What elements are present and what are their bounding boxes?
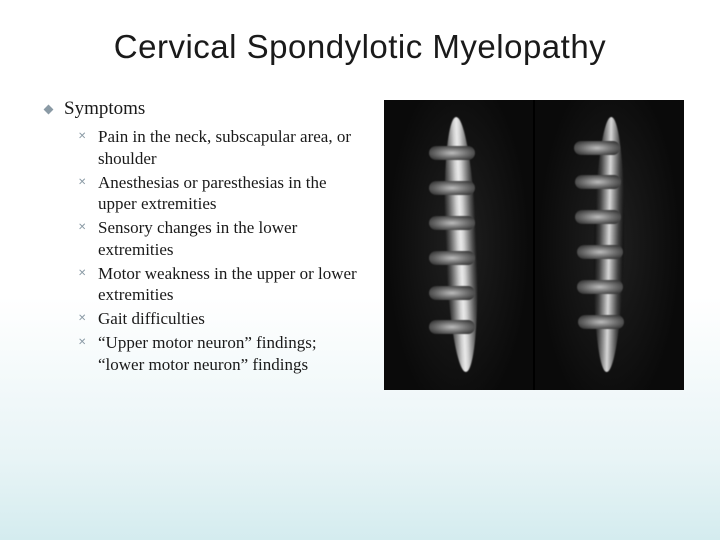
image-column: [384, 98, 684, 390]
mri-panel-right: [535, 100, 684, 390]
mri-vertebra: [429, 251, 475, 265]
mri-figure: [384, 100, 684, 390]
section-heading-row: Symptoms: [44, 98, 366, 120]
symptom-text: “Upper motor neuron” findings; “lower mo…: [98, 332, 366, 376]
chevron-bullet-icon: ✕: [78, 223, 88, 233]
symptom-list: ✕ Pain in the neck, subscapular area, or…: [44, 126, 366, 375]
list-item: ✕ Pain in the neck, subscapular area, or…: [78, 126, 366, 170]
list-item: ✕ “Upper motor neuron” findings; “lower …: [78, 332, 366, 376]
chevron-bullet-icon: ✕: [78, 132, 88, 142]
symptom-text: Anesthesias or paresthesias in the upper…: [98, 172, 366, 216]
chevron-bullet-icon: ✕: [78, 338, 88, 348]
mri-vertebra: [429, 216, 475, 230]
list-item: ✕ Gait difficulties: [78, 308, 366, 330]
mri-vertebra: [429, 320, 475, 334]
section-label: Symptoms: [64, 98, 145, 120]
slide-title: Cervical Spondylotic Myelopathy: [36, 28, 684, 66]
symptom-text: Pain in the neck, subscapular area, or s…: [98, 126, 366, 170]
mri-panel-left: [384, 100, 533, 390]
mri-vertebra: [575, 175, 621, 189]
slide-container: Cervical Spondylotic Myelopathy Symptoms…: [0, 0, 720, 540]
mri-vertebra: [575, 210, 621, 224]
list-item: ✕ Sensory changes in the lower extremiti…: [78, 217, 366, 261]
symptom-text: Sensory changes in the lower extremities: [98, 217, 366, 261]
text-column: Symptoms ✕ Pain in the neck, subscapular…: [36, 98, 366, 377]
mri-vertebra: [429, 286, 475, 300]
list-item: ✕ Anesthesias or paresthesias in the upp…: [78, 172, 366, 216]
list-item: ✕ Motor weakness in the upper or lower e…: [78, 263, 366, 307]
chevron-bullet-icon: ✕: [78, 178, 88, 188]
mri-vertebra: [429, 146, 475, 160]
mri-vertebra: [574, 141, 620, 155]
mri-vertebra: [429, 181, 475, 195]
symptom-text: Gait difficulties: [98, 308, 205, 330]
mri-vertebra: [577, 280, 623, 294]
content-row: Symptoms ✕ Pain in the neck, subscapular…: [36, 98, 684, 390]
chevron-bullet-icon: ✕: [78, 269, 88, 279]
mri-vertebra: [578, 315, 624, 329]
chevron-bullet-icon: ✕: [78, 314, 88, 324]
symptom-text: Motor weakness in the upper or lower ext…: [98, 263, 366, 307]
diamond-bullet-icon: [44, 105, 54, 115]
mri-vertebra: [577, 245, 623, 259]
